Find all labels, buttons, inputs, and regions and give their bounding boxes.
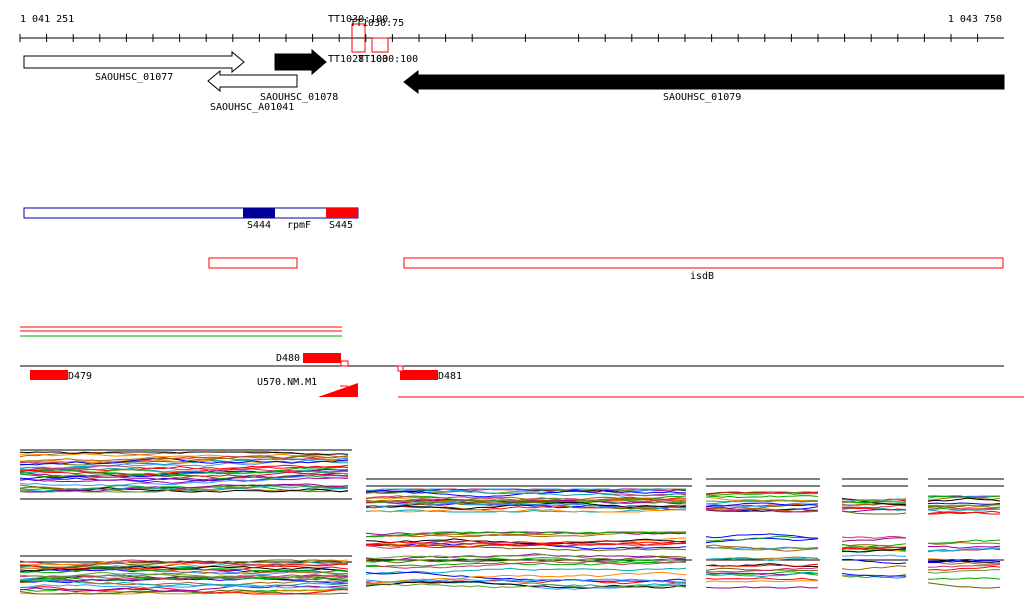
segment-D479[interactable] [30, 370, 68, 380]
segment-U570-ramp[interactable] [318, 383, 358, 397]
rna-feature-label: S444 [247, 220, 271, 231]
gene-label: SAOUHSC_01077 [95, 72, 173, 83]
ruler-end-label: 1 043 750 [948, 14, 1002, 25]
profile-panel [19, 449, 352, 500]
profile-panel [841, 535, 908, 579]
rna-feature-S445[interactable] [326, 208, 358, 218]
terminator-label: TT1030:100 [358, 54, 418, 65]
profile-panel [705, 533, 820, 589]
coordinate-ruler: 1 041 251 1 043 750 [19, 14, 1004, 42]
ruler-ticks [19, 34, 979, 42]
profile-panel [365, 531, 692, 590]
gene-arrow-SAOUHSC_01078[interactable] [207, 69, 298, 93]
rna-feature-label: S445 [329, 220, 353, 231]
segment-D480[interactable] [303, 353, 341, 363]
rna-feature-track: S444 rpmF S445 [23, 207, 359, 231]
terminator-label: TT1030:100 [328, 14, 388, 25]
segment-label: D481 [438, 371, 462, 382]
gene-arrow-SAOUHSC_A01041[interactable] [274, 48, 327, 76]
operon-box[interactable] [208, 257, 298, 269]
profile-panel [841, 478, 908, 515]
segment-D481[interactable] [400, 370, 438, 380]
terminator-label: TT1028:100 [328, 54, 388, 65]
profile-panel [365, 478, 692, 513]
terminator-label: TT1030:75 [350, 18, 404, 29]
operon-track: isdB [208, 257, 1004, 282]
gene-track: SAOUHSC_01077 SAOUHSC_01078 SAOUHSC_A010… [23, 48, 1005, 113]
signal-lines [20, 326, 342, 337]
gene-arrow-SAOUHSC_01079[interactable] [403, 69, 1005, 95]
profile-panel [927, 539, 1004, 589]
segment-track: D480 D479 D481 U570.NM.M1 [20, 353, 1024, 398]
gene-label: SAOUHSC_A01041 [210, 102, 294, 113]
rna-feature-label: rpmF [287, 220, 311, 231]
gene-label: SAOUHSC_01078 [260, 92, 338, 103]
gene-arrow-SAOUHSC_01077[interactable] [23, 50, 245, 74]
segment-label: D479 [68, 371, 92, 382]
gene-label: SAOUHSC_01079 [663, 92, 741, 103]
expression-profiles [19, 449, 1004, 595]
operon-box-isdB[interactable] [403, 257, 1004, 269]
rna-feature-outline [23, 207, 359, 219]
terminator-box [351, 23, 366, 53]
profile-panel [19, 555, 352, 595]
ruler-start-label: 1 041 251 [20, 14, 74, 25]
operon-label: isdB [690, 271, 714, 282]
profile-panel [705, 478, 820, 513]
terminator-box [371, 37, 389, 53]
segment-label: U570.NM.M1 [257, 377, 317, 388]
segment-label: D480 [276, 353, 300, 364]
terminator-track: TT1030:100 TT1030:75 TT1028:100 TT1030:1… [328, 14, 418, 65]
rna-feature-S444[interactable] [243, 208, 275, 218]
profile-panel [927, 478, 1004, 515]
